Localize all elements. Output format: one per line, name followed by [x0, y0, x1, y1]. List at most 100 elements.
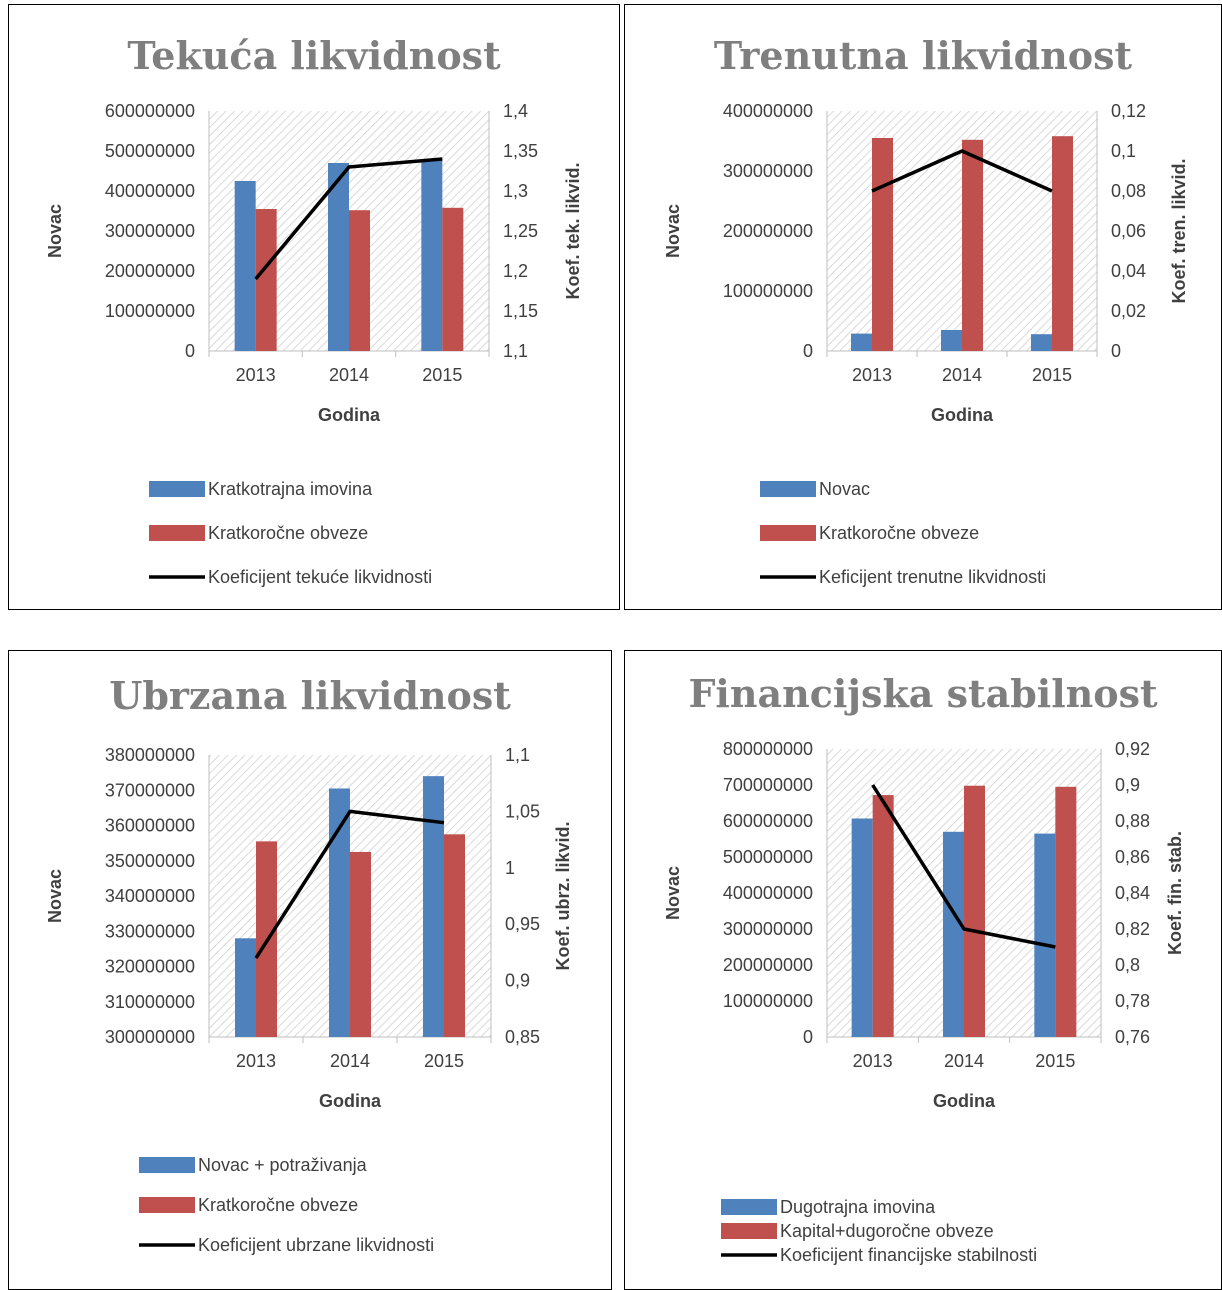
y2-tick-label: 0,06: [1111, 221, 1146, 241]
bar: [349, 210, 370, 351]
y-tick-label: 100000000: [723, 991, 813, 1011]
y2-tick-label: 0,02: [1111, 301, 1146, 321]
legend-label: Dugotrajna imovina: [780, 1197, 936, 1217]
y2-tick-label: 0,95: [505, 914, 540, 934]
y2-tick-label: 1,3: [503, 181, 528, 201]
x-tick-label: 2015: [1032, 365, 1072, 385]
bar: [851, 818, 873, 1037]
chart-panel-trenutna-likvidnost: Trenutna likvidnost 0 100000000 200000000 30…: [624, 4, 1222, 610]
chart-panel-financijska-stabilnost: Financijska stabilnost 0 100000000 20000000…: [624, 650, 1222, 1290]
bar: [328, 163, 349, 351]
y-tick-label: 300000000: [723, 919, 813, 939]
legend-swatch: [760, 481, 816, 497]
x-tick-label: 2014: [330, 1051, 370, 1071]
y-tick-label: 300000000: [723, 161, 813, 181]
y-tick-label: 360000000: [105, 816, 195, 836]
x-tick-label: 2015: [1035, 1051, 1075, 1071]
bar: [1052, 136, 1073, 351]
y2-tick-label: 0,9: [505, 971, 530, 991]
y-tick-label: 350000000: [105, 851, 195, 871]
series-line: [871, 784, 1056, 949]
chart-title: Trenutna likvidnost: [714, 33, 1133, 78]
x-tick-label: 2013: [852, 365, 892, 385]
y2-tick-label: 0,85: [505, 1027, 540, 1047]
y2-tick-label: 1,25: [503, 221, 538, 241]
y-tick-label: 0: [803, 341, 813, 361]
y-tick-label: 200000000: [723, 221, 813, 241]
bar: [255, 209, 277, 351]
legend-swatch: [721, 1223, 777, 1239]
y2-tick-label: 0,76: [1115, 1027, 1150, 1047]
x-axis-label: Godina: [318, 405, 381, 425]
y2-tick-label: 1,35: [503, 141, 538, 161]
legend-swatch: [139, 1197, 195, 1213]
x-tick-label: 2013: [853, 1051, 893, 1071]
bar: [421, 159, 443, 351]
y-tick-label: 0: [803, 1027, 813, 1047]
y2-tick-label: 0,12: [1111, 101, 1146, 121]
bar: [1031, 334, 1052, 351]
y-tick-label: 0: [185, 341, 195, 361]
y-tick-label: 200000000: [723, 955, 813, 975]
legend-label: Koeficijent tekuće likvidnosti: [208, 567, 432, 587]
chart-svg-ubrzana-likvidnost: Ubrzana likvidnost 300000000 310000000 3200…: [45, 673, 573, 1255]
y2-tick-label: 1,1: [505, 745, 530, 765]
y-axis-label: Novac: [663, 866, 683, 920]
y2-tick-label: 0,84: [1115, 883, 1150, 903]
bar: [964, 785, 985, 1037]
y2-tick-label: 0,88: [1115, 811, 1150, 831]
legend-label: Keficijent trenutne likvidnosti: [819, 567, 1046, 587]
legend-label: Novac: [819, 479, 870, 499]
legend-label: Kratkoročne obveze: [198, 1195, 358, 1215]
y-tick-label: 500000000: [105, 141, 195, 161]
y2-tick-label: 1,05: [505, 801, 540, 821]
y-tick-label: 200000000: [105, 261, 195, 281]
y-tick-label: 400000000: [723, 101, 813, 121]
x-tick-label: 2013: [236, 1051, 276, 1071]
y-tick-label: 100000000: [105, 301, 195, 321]
legend-label: Novac + potraživanja: [198, 1155, 368, 1175]
y-tick-label: 340000000: [105, 886, 195, 906]
y-tick-label: 320000000: [105, 957, 195, 977]
y-tick-label: 380000000: [105, 745, 195, 765]
x-tick-label: 2014: [942, 365, 982, 385]
bar: [1055, 786, 1077, 1037]
y2-axis-label: Koef. tek. likvid.: [563, 162, 583, 299]
series-line: [871, 149, 1053, 193]
y2-tick-label: 0,92: [1115, 739, 1150, 759]
legend-swatch: [139, 1157, 195, 1173]
chart-title: Tekuća likvidnost: [127, 33, 501, 78]
y2-axis-label: Koef. ubrz. likvid.: [553, 821, 573, 970]
y2-tick-label: 0,1: [1111, 141, 1136, 161]
x-axis-label: Godina: [319, 1091, 382, 1111]
bar: [329, 788, 350, 1037]
bar: [444, 834, 465, 1037]
chart-svg-financijska-stabilnost: Financijska stabilnost 0 100000000 20000000…: [663, 671, 1185, 1265]
x-tick-label: 2013: [236, 365, 276, 385]
bar: [872, 138, 893, 351]
legend-swatch: [149, 481, 205, 497]
legend-label: Kratkoročne obveze: [208, 523, 368, 543]
series-line: [254, 809, 445, 959]
y2-axis-label: Koef. tren. likvid.: [1169, 158, 1189, 303]
legend-label: Kratkotrajna imovina: [208, 479, 373, 499]
y2-tick-label: 0,04: [1111, 261, 1146, 281]
bar: [234, 181, 256, 351]
y2-axis-label: Koef. fin. stab.: [1165, 831, 1185, 955]
y2-tick-label: 1,15: [503, 301, 538, 321]
y2-tick-label: 0,9: [1115, 775, 1140, 795]
x-axis-label: Godina: [933, 1091, 996, 1111]
y-tick-label: 310000000: [105, 992, 195, 1012]
y-tick-label: 600000000: [723, 811, 813, 831]
legend-label: Kapital+dugoročne obveze: [780, 1221, 994, 1241]
y-tick-label: 600000000: [105, 101, 195, 121]
chart-title: Financijska stabilnost: [688, 671, 1158, 716]
y2-tick-label: 0,8: [1115, 955, 1140, 975]
x-tick-label: 2015: [422, 365, 462, 385]
chart-panel-ubrzana-likvidnost: Ubrzana likvidnost 300000000 310000000 3200…: [8, 650, 612, 1290]
legend-swatch: [721, 1199, 777, 1215]
y-axis-label: Novac: [45, 869, 65, 923]
y-axis-label: Novac: [663, 204, 683, 258]
chart-panel-tekuca-likvidnost: Tekuća likvidnost 0 100000000 200000000 3000…: [8, 4, 620, 610]
y2-tick-label: 0,86: [1115, 847, 1150, 867]
